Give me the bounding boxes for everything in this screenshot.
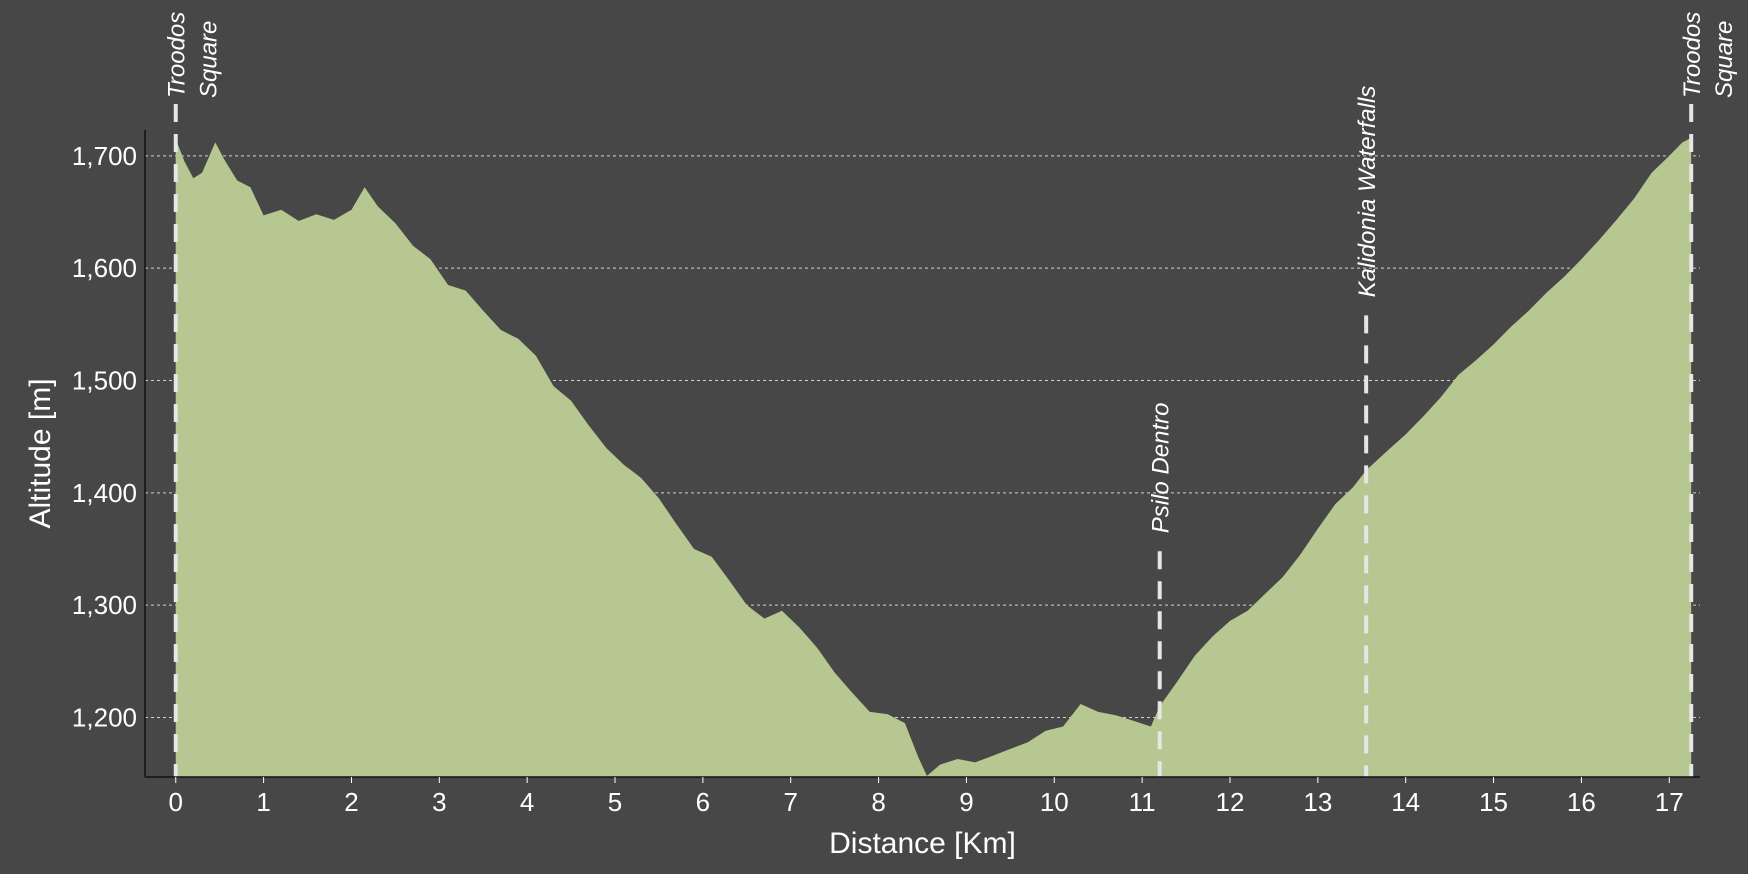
y-tick-label-1300: 1,300 bbox=[72, 590, 137, 620]
x-tick-label-7: 7 bbox=[783, 787, 797, 817]
x-axis-title: Distance [Km] bbox=[829, 827, 1016, 860]
y-tick-label-1700: 1,700 bbox=[72, 141, 137, 171]
x-tick-label-15: 15 bbox=[1479, 787, 1508, 817]
waypoint-label-0-0: Troodos bbox=[164, 12, 191, 98]
waypoint-label-1-0: Psilo Dentro bbox=[1148, 403, 1175, 534]
waypoint-label-3-1: Square bbox=[1711, 21, 1738, 98]
x-tick-label-5: 5 bbox=[608, 787, 622, 817]
x-tick-label-0: 0 bbox=[169, 787, 183, 817]
y-tick-label-1600: 1,600 bbox=[72, 253, 137, 283]
x-tick-label-4: 4 bbox=[520, 787, 534, 817]
waypoint-label-0-1: Square bbox=[196, 21, 223, 98]
x-tick-label-10: 10 bbox=[1040, 787, 1069, 817]
profile-area bbox=[175, 137, 1692, 777]
y-tick-label-1200: 1,200 bbox=[72, 702, 137, 732]
x-tick-label-1: 1 bbox=[256, 787, 270, 817]
x-tick-label-6: 6 bbox=[696, 787, 710, 817]
x-tick-label-17: 17 bbox=[1655, 787, 1684, 817]
y-axis-title: Altitude [m] bbox=[24, 378, 57, 528]
x-tick-label-12: 12 bbox=[1216, 787, 1245, 817]
x-tick-label-9: 9 bbox=[959, 787, 973, 817]
x-tick-label-16: 16 bbox=[1567, 787, 1596, 817]
waypoint-label-3-0: Troodos bbox=[1679, 12, 1706, 98]
x-tick-label-3: 3 bbox=[432, 787, 446, 817]
elevation-area bbox=[175, 137, 1692, 777]
waypoint-label-2-0: Kalidonia Waterfalls bbox=[1354, 86, 1381, 298]
x-tick-label-8: 8 bbox=[871, 787, 885, 817]
x-tick-label-11: 11 bbox=[1129, 787, 1156, 817]
x-tick-label-13: 13 bbox=[1303, 787, 1332, 817]
x-tick-label-2: 2 bbox=[344, 787, 358, 817]
x-tick-label-14: 14 bbox=[1391, 787, 1420, 817]
y-tick-label-1500: 1,500 bbox=[72, 365, 137, 395]
y-tick-label-1400: 1,400 bbox=[72, 478, 137, 508]
